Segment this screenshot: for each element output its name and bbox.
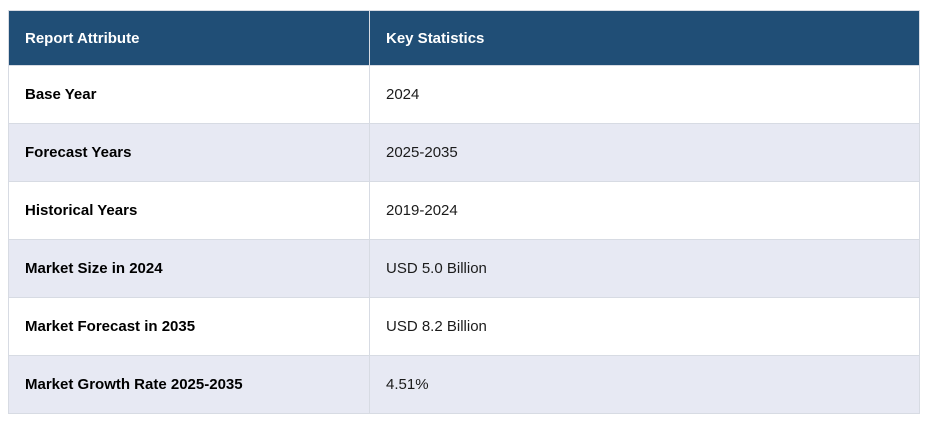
- column-header-report-attribute: Report Attribute: [8, 10, 370, 66]
- key-statistic-cell: 2024: [369, 65, 920, 124]
- key-statistic-cell: USD 8.2 Billion: [369, 297, 920, 356]
- table-body: Base Year 2024 Forecast Years 2025-2035 Hist…: [8, 65, 920, 414]
- report-attribute-cell: Market Growth Rate 2025-2035: [8, 355, 370, 414]
- key-statistic-cell: 4.51%: [369, 355, 920, 414]
- table-header-row: Report Attribute Key Statistics: [8, 10, 920, 66]
- report-attribute-cell: Base Year: [8, 65, 370, 124]
- report-attribute-cell: Market Size in 2024: [8, 239, 370, 298]
- report-attribute-cell: Historical Years: [8, 181, 370, 240]
- report-attribute-cell: Market Forecast in 2035: [8, 297, 370, 356]
- table-row: Market Forecast in 2035 USD 8.2 Billion: [8, 297, 920, 356]
- table-row: Historical Years 2019-2024: [8, 181, 920, 240]
- report-statistics-table-container: Report Attribute Key Statistics Base Yea…: [8, 10, 920, 414]
- table-row: Market Size in 2024 USD 5.0 Billion: [8, 239, 920, 298]
- table-row: Forecast Years 2025-2035: [8, 123, 920, 182]
- column-header-key-statistics: Key Statistics: [369, 10, 920, 66]
- key-statistic-cell: USD 5.0 Billion: [369, 239, 920, 298]
- report-attribute-cell: Forecast Years: [8, 123, 370, 182]
- report-statistics-table: Report Attribute Key Statistics Base Yea…: [8, 10, 920, 414]
- table-row: Base Year 2024: [8, 65, 920, 124]
- table-row: Market Growth Rate 2025-2035 4.51%: [8, 355, 920, 414]
- key-statistic-cell: 2019-2024: [369, 181, 920, 240]
- key-statistic-cell: 2025-2035: [369, 123, 920, 182]
